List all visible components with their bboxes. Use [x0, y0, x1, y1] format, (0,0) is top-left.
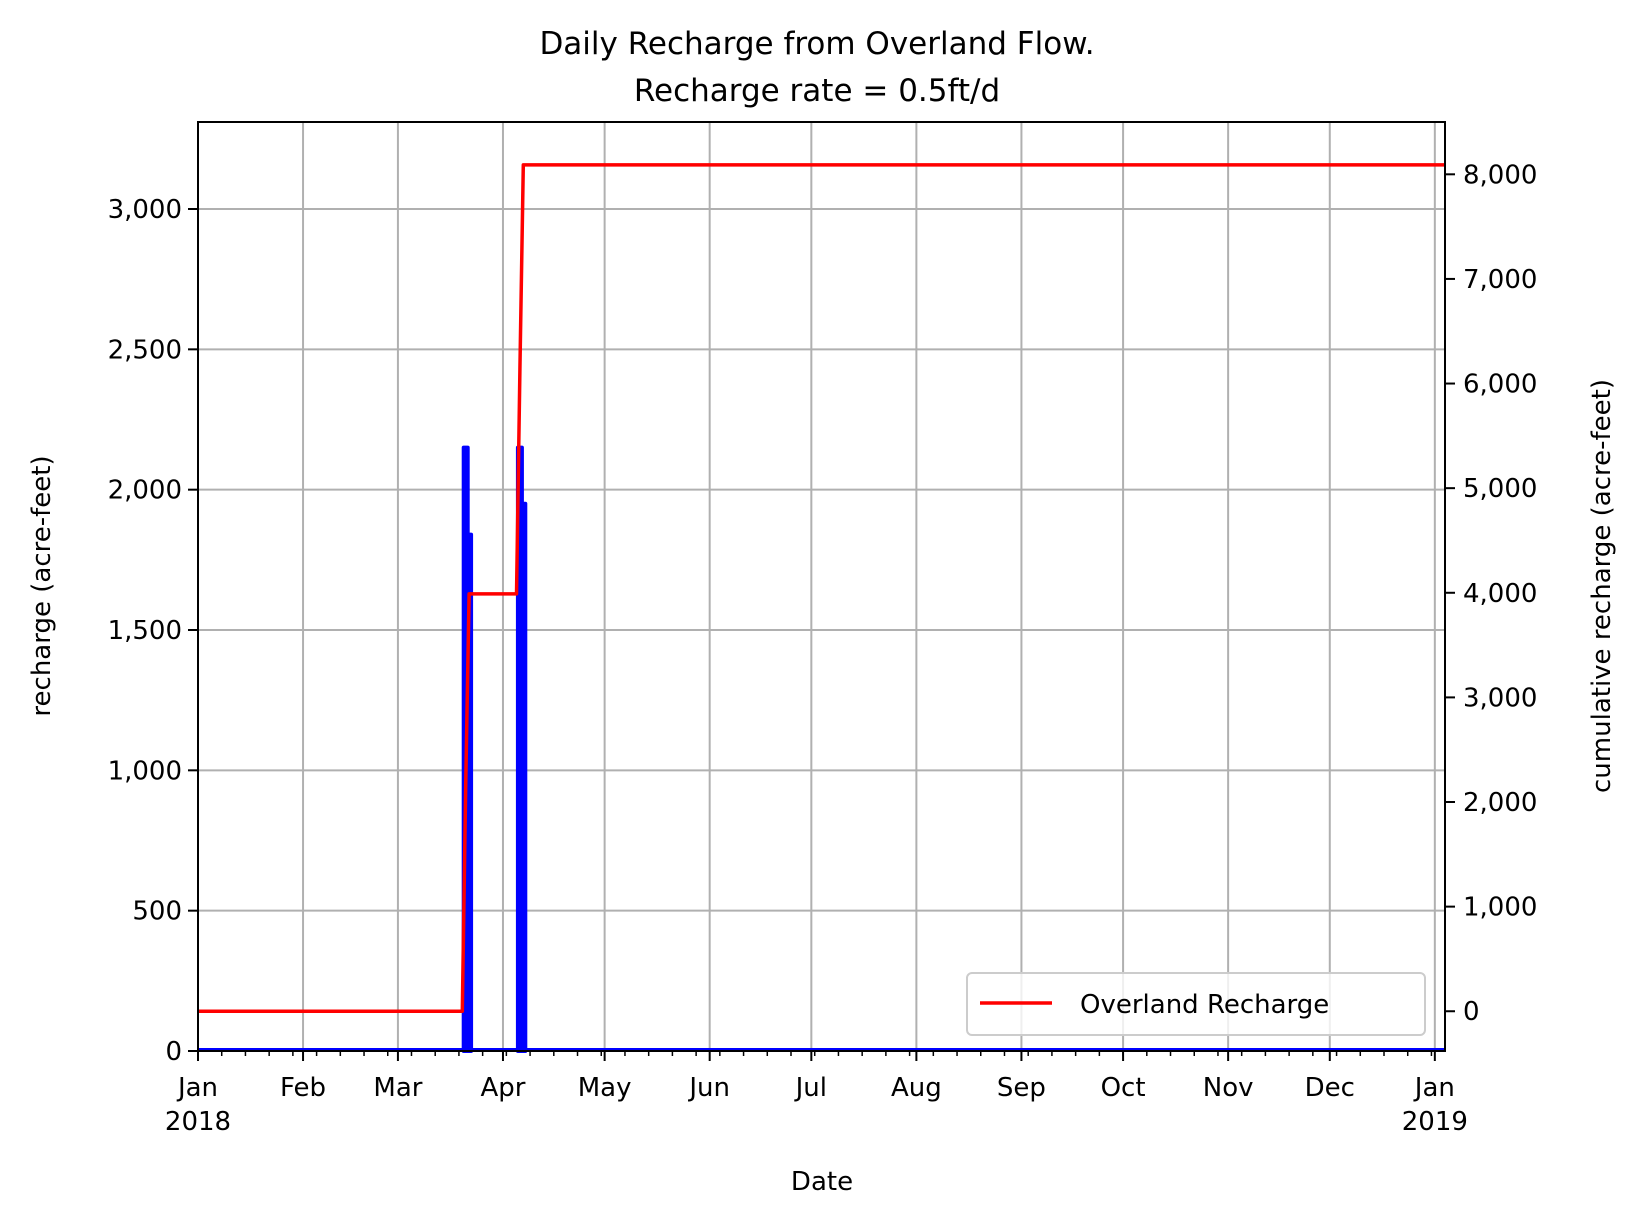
left-y-tick-label: 1,000	[108, 756, 182, 786]
legend-box	[966, 972, 1426, 1036]
right-y-tick-label: 6,000	[1463, 370, 1537, 400]
legend: Overland Recharge	[966, 972, 1426, 1036]
chart-title-line-2: Recharge rate = 0.5ft/d	[634, 73, 1000, 109]
x-tick-label: Aug	[891, 1073, 942, 1103]
right-y-axis-ticks: 0 1,000 2,000 3,000 4,000 5,000 6,000 7,000 8,00…	[1445, 160, 1537, 1027]
x-tick-label: Dec	[1305, 1073, 1355, 1103]
right-y-tick-label: 4,000	[1463, 579, 1537, 609]
x-tick-label: Jan	[176, 1073, 218, 1103]
left-y-tick-label: 500	[132, 897, 182, 927]
left-y-axis-label: recharge (acre-feet)	[27, 455, 57, 716]
left-y-tick-label: 2,000	[108, 476, 182, 506]
chart-title-line-1: Daily Recharge from Overland Flow.	[539, 26, 1094, 62]
x-axis-label: Date	[791, 1167, 853, 1197]
left-y-tick-label: 0	[165, 1037, 182, 1067]
x-tick-label: Jan	[1413, 1073, 1455, 1103]
x-tick-label: Jun	[687, 1073, 730, 1103]
cumulative-recharge-line	[198, 163, 1445, 1013]
right-y-tick-label: 1,000	[1463, 893, 1537, 923]
left-y-tick-label: 1,500	[108, 616, 182, 646]
grid-lines	[197, 122, 1445, 1052]
right-y-tick-label: 3,000	[1463, 683, 1537, 713]
left-y-tick-label: 3,000	[108, 195, 182, 225]
legend-label-overland-recharge: Overland Recharge	[1080, 990, 1329, 1020]
daily-recharge-series	[198, 445, 1445, 1053]
x-axis-ticks: Jan 2018 Feb Mar Apr May Jun Jul Aug Sep Oct Nov Dec…	[165, 1051, 1468, 1137]
cumulative-recharge-series	[198, 163, 1445, 1013]
daily-recharge-spike	[519, 501, 528, 1053]
x-tick-label: Mar	[373, 1073, 422, 1103]
right-y-tick-label: 5,000	[1463, 474, 1537, 504]
right-y-tick-label: 7,000	[1463, 265, 1537, 295]
right-y-tick-label: 0	[1463, 997, 1480, 1027]
left-y-tick-label: 2,500	[108, 335, 182, 365]
x-tick-label: Jul	[794, 1073, 827, 1103]
right-y-tick-label: 2,000	[1463, 788, 1537, 818]
x-tick-label: Oct	[1101, 1073, 1146, 1103]
right-y-tick-label: 8,000	[1463, 160, 1537, 190]
x-tick-label: Feb	[280, 1073, 326, 1103]
x-tick-label: Sep	[997, 1073, 1046, 1103]
x-tick-year-label: 2018	[165, 1107, 231, 1137]
x-tick-label: Apr	[480, 1073, 525, 1103]
x-tick-year-label: 2019	[1402, 1107, 1468, 1137]
plot-frame	[197, 121, 1446, 1052]
left-y-axis-ticks: 0 500 1,000 1,500 2,000 2,500 3,000	[108, 195, 198, 1067]
right-y-axis-label: cumulative recharge (acre-feet)	[1587, 379, 1617, 793]
x-tick-label: Nov	[1203, 1073, 1254, 1103]
x-tick-label: May	[578, 1073, 632, 1103]
